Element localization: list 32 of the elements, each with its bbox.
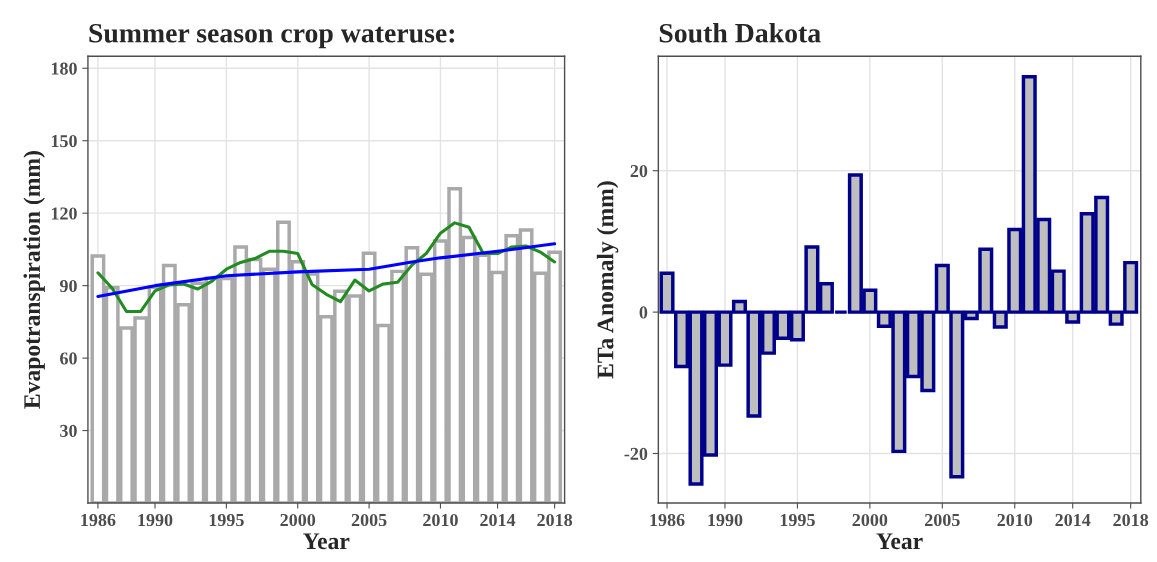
y-axis-title: Evapotranspiration (mm) bbox=[23, 151, 45, 409]
y-tick-label: 180 bbox=[51, 62, 77, 75]
x-tick-label: 2000 bbox=[280, 513, 316, 527]
y-tick-label: -20 bbox=[624, 447, 648, 460]
x-tick-label: 1986 bbox=[81, 513, 116, 527]
y-tick-label: 30 bbox=[60, 424, 77, 437]
line-series bbox=[96, 242, 557, 299]
chart-title: South Dakota bbox=[659, 23, 821, 43]
chart-title: Summer season crop wateruse: bbox=[89, 23, 455, 49]
x-tick-label: 1986 bbox=[650, 513, 685, 527]
y-tick-label: 0 bbox=[639, 306, 648, 319]
x-tick-label: 2000 bbox=[852, 513, 888, 527]
y-tick-label: 150 bbox=[51, 134, 77, 148]
y-tick-label: 120 bbox=[51, 207, 77, 220]
y-tick-label: 90 bbox=[59, 279, 77, 293]
x-tick-label: 2014 bbox=[1055, 513, 1091, 527]
x-tick-label: 2010 bbox=[997, 513, 1033, 527]
x-tick-label: 2018 bbox=[1113, 513, 1149, 527]
x-tick-label: 2014 bbox=[480, 513, 516, 527]
x-tick-label: 1995 bbox=[209, 513, 244, 527]
x-tick-label: 1990 bbox=[138, 513, 173, 527]
x-tick-label: 1995 bbox=[780, 513, 815, 527]
y-axis-title: ETa Anomaly (mm) bbox=[596, 181, 619, 379]
x-axis-title: Year bbox=[876, 533, 923, 550]
y-tick-label: 20 bbox=[630, 164, 648, 178]
y-tick-label: 60 bbox=[60, 352, 77, 365]
x-tick-label: 2005 bbox=[925, 513, 960, 527]
x-axis-title: Year bbox=[303, 533, 350, 550]
x-tick-label: 2010 bbox=[423, 513, 458, 527]
x-tick-label: 1990 bbox=[708, 513, 743, 527]
x-tick-label: 2005 bbox=[351, 513, 387, 527]
x-tick-label: 2018 bbox=[537, 513, 573, 527]
